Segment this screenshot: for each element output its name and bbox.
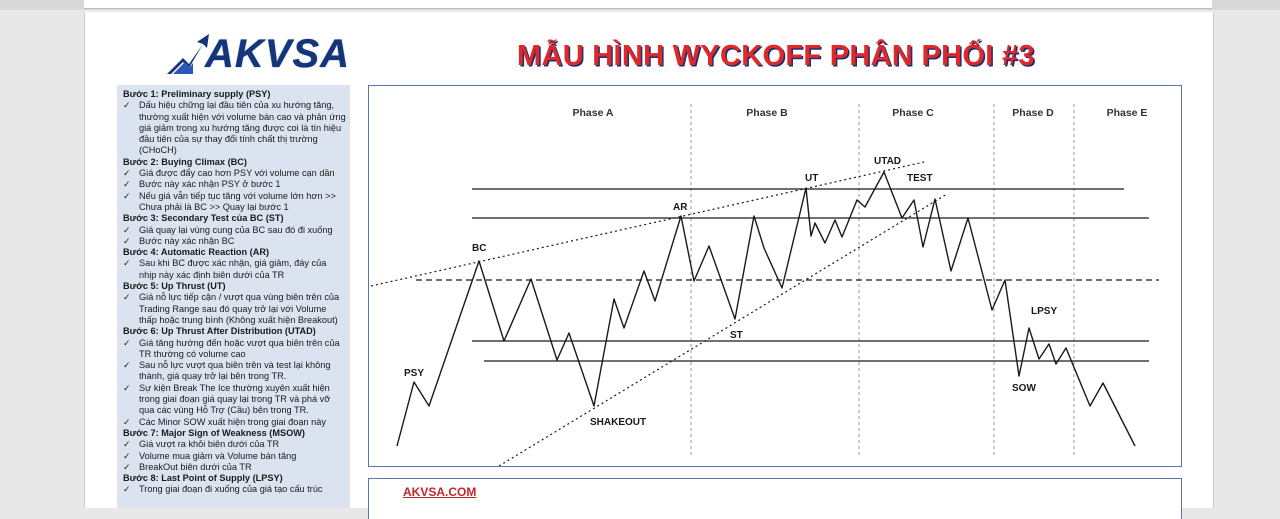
step-item-text: Volume mua giảm và Volume bán tăng <box>139 450 297 461</box>
step-item-text: Dấu hiệu chững lại đầu tiên của xu hướng… <box>139 100 346 156</box>
page-title: MẪU HÌNH WYCKOFF PHÂN PHỐI #3 <box>517 40 1035 72</box>
step-item-text: Trong giai đoạn đi xuống của giá tạo cấu… <box>139 484 323 495</box>
checkmark-icon: ✓ <box>123 100 131 111</box>
checkmark-icon: ✓ <box>123 382 131 393</box>
event-label-utad: UTAD <box>874 156 901 167</box>
logo-text: AKVSA <box>205 32 351 76</box>
step-item: ✓ Sau nỗ lực vượt qua biên trên và test l… <box>123 360 346 383</box>
window-top-bar <box>0 0 1280 10</box>
step-item: ✓ Bước này xác nhận PSY ở bước 1 <box>123 179 346 190</box>
step-item: ✓ Sự kiện Break The Ice thường xuyên xuất… <box>123 383 346 417</box>
step-item-text: Bước này xác nhận BC <box>139 235 235 246</box>
price-path <box>396 171 1136 447</box>
wyckoff-chart-frame: Phase A Phase B Phase C Phase D Phase E … <box>368 85 1182 467</box>
logo-arrow-icon <box>167 34 209 74</box>
steps-panel: Bước 1: Preliminary supply (PSY) ✓ Dấu hiệ… <box>117 85 350 508</box>
checkmark-icon: ✓ <box>123 461 131 472</box>
step-title: Bước 2: Buying Climax (BC) <box>123 156 247 167</box>
event-label-ut: UT <box>805 173 818 184</box>
step-item-text: Nếu giá vẫn tiếp tục tăng với volume lớn… <box>139 190 336 212</box>
step-item: ✓ Giá quay lại vùng cung của BC sau đó đi… <box>123 225 346 236</box>
checkmark-icon: ✓ <box>123 484 131 495</box>
step-item-text: Sau khi BC được xác nhận, giá giảm, đáy … <box>139 258 327 280</box>
checkmark-icon: ✓ <box>123 292 131 303</box>
checkmark-icon: ✓ <box>123 337 131 348</box>
step-item-text: Giá nỗ lực tiếp cận / vượt qua vùng biên… <box>139 292 340 325</box>
step-title: Bước 1: Preliminary supply (PSY) <box>123 89 271 99</box>
step-item: ✓ Bước này xác nhận BC <box>123 236 346 247</box>
checkmark-icon: ✓ <box>123 450 131 461</box>
checkmark-icon: ✓ <box>123 235 131 246</box>
step-title: Bước 6: Up Thrust After Distribution (UT… <box>123 326 316 337</box>
step-title: Bước 8: Last Point of Supply (LPSY) <box>123 473 283 484</box>
phase-label-c: Phase C <box>892 107 934 119</box>
step-title: Bước 4: Automatic Reaction (AR) <box>123 247 270 258</box>
website-link[interactable]: AKVSA.COM <box>403 485 477 499</box>
event-label-test: TEST <box>907 173 933 184</box>
checkmark-icon: ✓ <box>123 439 131 450</box>
footer-box: AKVSA.COM <box>368 478 1182 519</box>
checkmark-icon: ✓ <box>123 416 131 427</box>
step-item: ✓ Giá tăng hướng đến hoặc vượt qua biên t… <box>123 338 346 361</box>
checkmark-icon: ✓ <box>123 190 131 201</box>
step-item: ✓ Trong giai đoạn đi xuống của giá tạo cấ… <box>123 484 346 495</box>
akvsa-logo: AKVSA <box>163 30 349 80</box>
phase-label-a: Phase A <box>572 107 613 119</box>
step-item-text: Các Minor SOW xuất hiện trong giai đoạn … <box>139 416 326 427</box>
step-item-text: Sau nỗ lực vượt qua biên trên và test lạ… <box>139 360 331 382</box>
step-item: ✓ Giá vượt ra khỏi biên dưới của TR <box>123 439 346 450</box>
step-item-text: BreakOut biên dưới của TR <box>139 461 252 472</box>
upper-trendline <box>370 161 925 287</box>
event-label-sow: SOW <box>1012 383 1036 394</box>
step-item: ✓ Dấu hiệu chững lại đầu tiên của xu hướn… <box>123 100 346 156</box>
phase-label-e: Phase E <box>1107 107 1148 119</box>
event-label-shakeout: SHAKEOUT <box>590 417 646 428</box>
document-page: AKVSA MẪU HÌNH WYCKOFF PHÂN PHỐI #3 Bước… <box>84 12 1214 519</box>
event-label-st: ST <box>730 330 743 341</box>
lower-trendline <box>498 193 948 467</box>
event-label-bc: BC <box>472 243 486 254</box>
wyckoff-diagram: Phase A Phase B Phase C Phase D Phase E … <box>370 104 1159 467</box>
step-item-text: Giá tăng hướng đến hoặc vượt qua biên tr… <box>139 337 340 359</box>
step-title: Bước 5: Up Thrust (UT) <box>123 281 226 292</box>
event-label-psy: PSY <box>404 368 424 379</box>
step-title: Bước 7: Major Sign of Weakness (MSOW) <box>123 427 305 438</box>
checkmark-icon: ✓ <box>123 179 131 190</box>
checkmark-icon: ✓ <box>123 168 131 179</box>
step-item: ✓ Giá được đẩy cao hơn PSY với volume cạn… <box>123 168 346 179</box>
step-item: ✓ Giá nỗ lực tiếp cận / vượt qua vùng biê… <box>123 292 346 326</box>
phase-label-b: Phase B <box>746 107 788 119</box>
previous-page-edge <box>84 0 1212 9</box>
phase-label-d: Phase D <box>1012 107 1054 119</box>
step-item: ✓ Nếu giá vẫn tiếp tục tăng với volume lớ… <box>123 191 346 214</box>
checkmark-icon: ✓ <box>123 258 131 269</box>
step-item-text: Bước này xác nhận PSY ở bước 1 <box>139 179 281 190</box>
step-item: ✓ Volume mua giảm và Volume bán tăng <box>123 451 346 462</box>
event-label-lpsy: LPSY <box>1031 306 1057 317</box>
step-item: ✓ Các Minor SOW xuất hiện trong giai đoạn… <box>123 417 346 428</box>
checkmark-icon: ✓ <box>123 360 131 371</box>
checkmark-icon: ✓ <box>123 224 131 235</box>
step-item-text: Giá vượt ra khỏi biên dưới của TR <box>139 439 280 450</box>
step-item: ✓ BreakOut biên dưới của TR <box>123 462 346 473</box>
event-label-ar: AR <box>673 202 688 213</box>
step-item-text: Giá được đẩy cao hơn PSY với volume cạn … <box>139 168 335 179</box>
step-item-text: Giá quay lại vùng cung của BC sau đó đi … <box>139 224 333 235</box>
step-item: ✓ Sau khi BC được xác nhận, giá giảm, đáy… <box>123 258 346 281</box>
step-title: Bước 3: Secondary Test của BC (ST) <box>123 213 284 224</box>
step-item-text: Sự kiện Break The Ice thường xuyên xuất … <box>139 382 331 416</box>
